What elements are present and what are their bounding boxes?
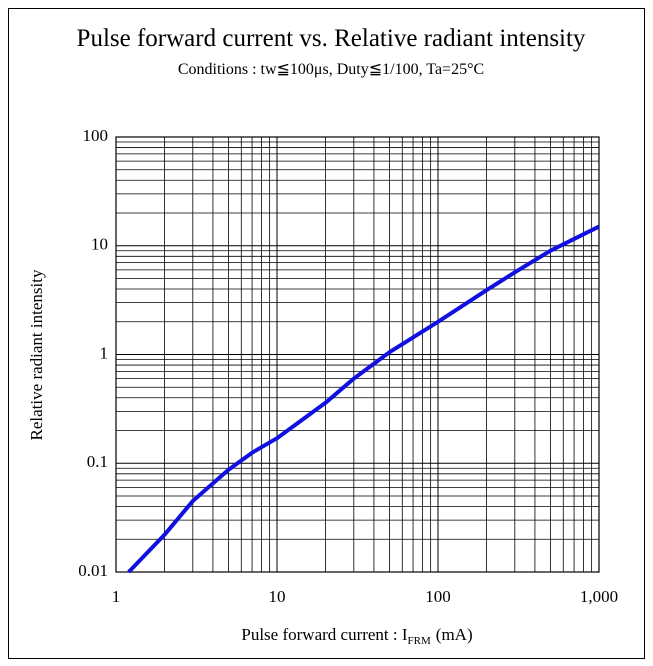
- y-tick-label: 0.01: [78, 561, 108, 580]
- frame: [8, 8, 645, 659]
- x-axis-label: Pulse forward current : IFRM (mA): [241, 625, 472, 647]
- chart-title: Pulse forward current vs. Relative radia…: [77, 25, 586, 52]
- x-tick-label: 1,000: [580, 587, 618, 606]
- x-tick-label: 10: [269, 587, 286, 606]
- data-line: [127, 224, 600, 574]
- y-tick-label: 100: [83, 126, 109, 145]
- y-tick-label: 0.1: [87, 452, 108, 471]
- y-axis-label: Relative radiant intensity: [27, 269, 46, 440]
- plot-border: [115, 136, 600, 573]
- x-tick-label: 1: [112, 587, 121, 606]
- chart-subtitle: Conditions : tw≦100μs, Duty≦1/100, Ta=25…: [178, 61, 484, 78]
- x-label-unit: (mA): [436, 625, 473, 644]
- x-label-text: Pulse forward current : I: [241, 625, 408, 644]
- y-tick-label: 1: [100, 343, 109, 362]
- x-tick-label: 100: [425, 587, 451, 606]
- y-tick-label: 10: [91, 235, 108, 254]
- x-label-subscript: FRM: [408, 635, 431, 647]
